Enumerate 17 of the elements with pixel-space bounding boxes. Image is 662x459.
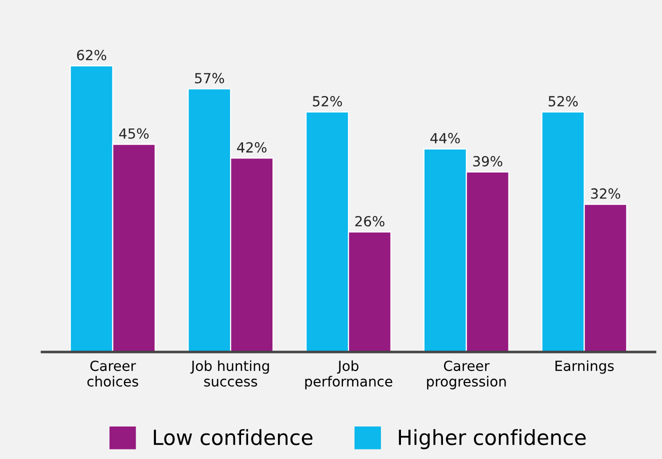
data-label: 62% bbox=[77, 50, 106, 60]
data-label: 57% bbox=[195, 72, 224, 84]
x-tick-label: Job performance bbox=[305, 360, 392, 390]
x-tick-label: Career choices bbox=[87, 360, 138, 387]
data-label: 44% bbox=[430, 132, 460, 144]
legend-label: Low confidence bbox=[154, 429, 312, 446]
data-label: 45% bbox=[119, 128, 149, 139]
data-label: 39% bbox=[473, 156, 502, 166]
data-label: 26% bbox=[355, 216, 384, 227]
legend-label: Higher confidence bbox=[398, 429, 586, 450]
x-tick-label: Career progression bbox=[427, 360, 506, 390]
data-label: 42% bbox=[237, 142, 267, 153]
data-label: 52% bbox=[312, 96, 342, 106]
data-label: 32% bbox=[591, 188, 620, 199]
data-label: 52% bbox=[548, 96, 578, 106]
x-tick-label: Job hunting success bbox=[190, 360, 269, 387]
x-tick-label: Earnings bbox=[555, 360, 614, 374]
